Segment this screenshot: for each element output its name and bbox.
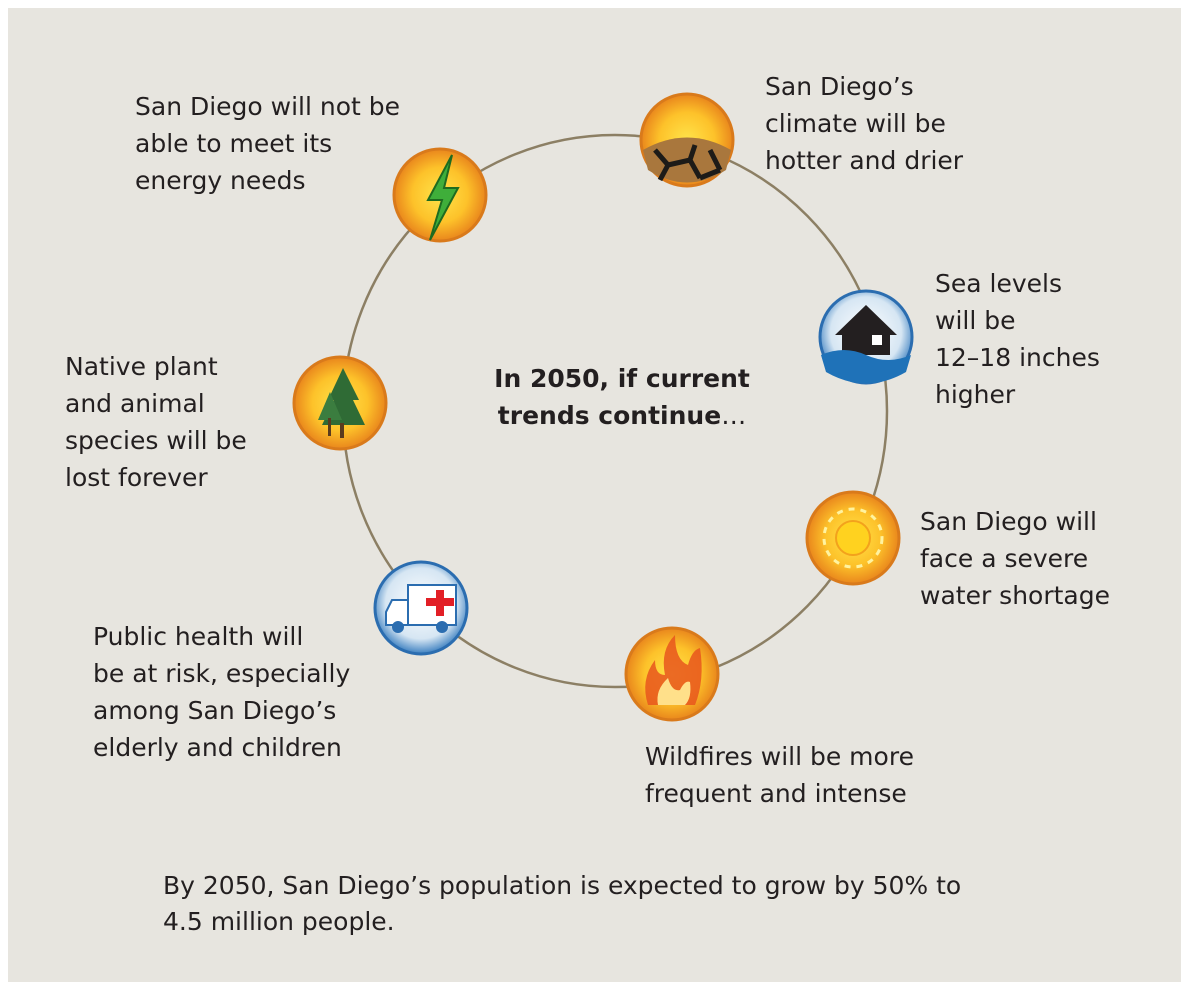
center-line: In 2050, if current — [494, 364, 750, 393]
node-label: 12–18 inches — [935, 343, 1100, 372]
node-label: water shortage — [920, 581, 1110, 610]
node-label: climate will be — [765, 109, 946, 138]
node-label: San Diego’s — [765, 72, 914, 101]
node-label: species will be — [65, 426, 247, 455]
node-label: hotter and drier — [765, 146, 964, 175]
center-text: trends continue — [498, 401, 721, 430]
tree-icon — [294, 357, 386, 449]
node-label: will be — [935, 306, 1015, 335]
node-label: San Diego will — [920, 507, 1097, 536]
node-label: among San Diego’s — [93, 696, 336, 725]
node-label: be at risk, especially — [93, 659, 350, 688]
node-label: frequent and intense — [645, 779, 907, 808]
drought-icon — [641, 94, 733, 186]
footer-text: 4.5 million people. — [163, 907, 395, 936]
node-label: elderly and children — [93, 733, 342, 762]
energy-icon — [394, 149, 486, 241]
node-label: face a severe — [920, 544, 1088, 573]
node-label: higher — [935, 380, 1016, 409]
footer-text: By 2050, San Diego’s population is expec… — [163, 871, 961, 900]
sea-icon — [820, 291, 912, 384]
node-label: Sea levels — [935, 269, 1062, 298]
node-label: Wildfires will be more — [645, 742, 914, 771]
node-label: San Diego will not be — [135, 92, 400, 121]
center-line: trends continue… — [498, 401, 746, 430]
node-label: able to meet its — [135, 129, 332, 158]
node-label: Native plant — [65, 352, 218, 381]
node-label: Public health will — [93, 622, 303, 651]
node-label: lost forever — [65, 463, 208, 492]
fire-icon — [626, 628, 718, 720]
node-label: energy needs — [135, 166, 306, 195]
ambulance-icon — [375, 562, 467, 654]
center-ellipsis: … — [721, 401, 746, 430]
infographic: In 2050, if current trends continue… San… — [0, 0, 1189, 990]
sun-icon — [807, 492, 899, 584]
node-label: and animal — [65, 389, 205, 418]
